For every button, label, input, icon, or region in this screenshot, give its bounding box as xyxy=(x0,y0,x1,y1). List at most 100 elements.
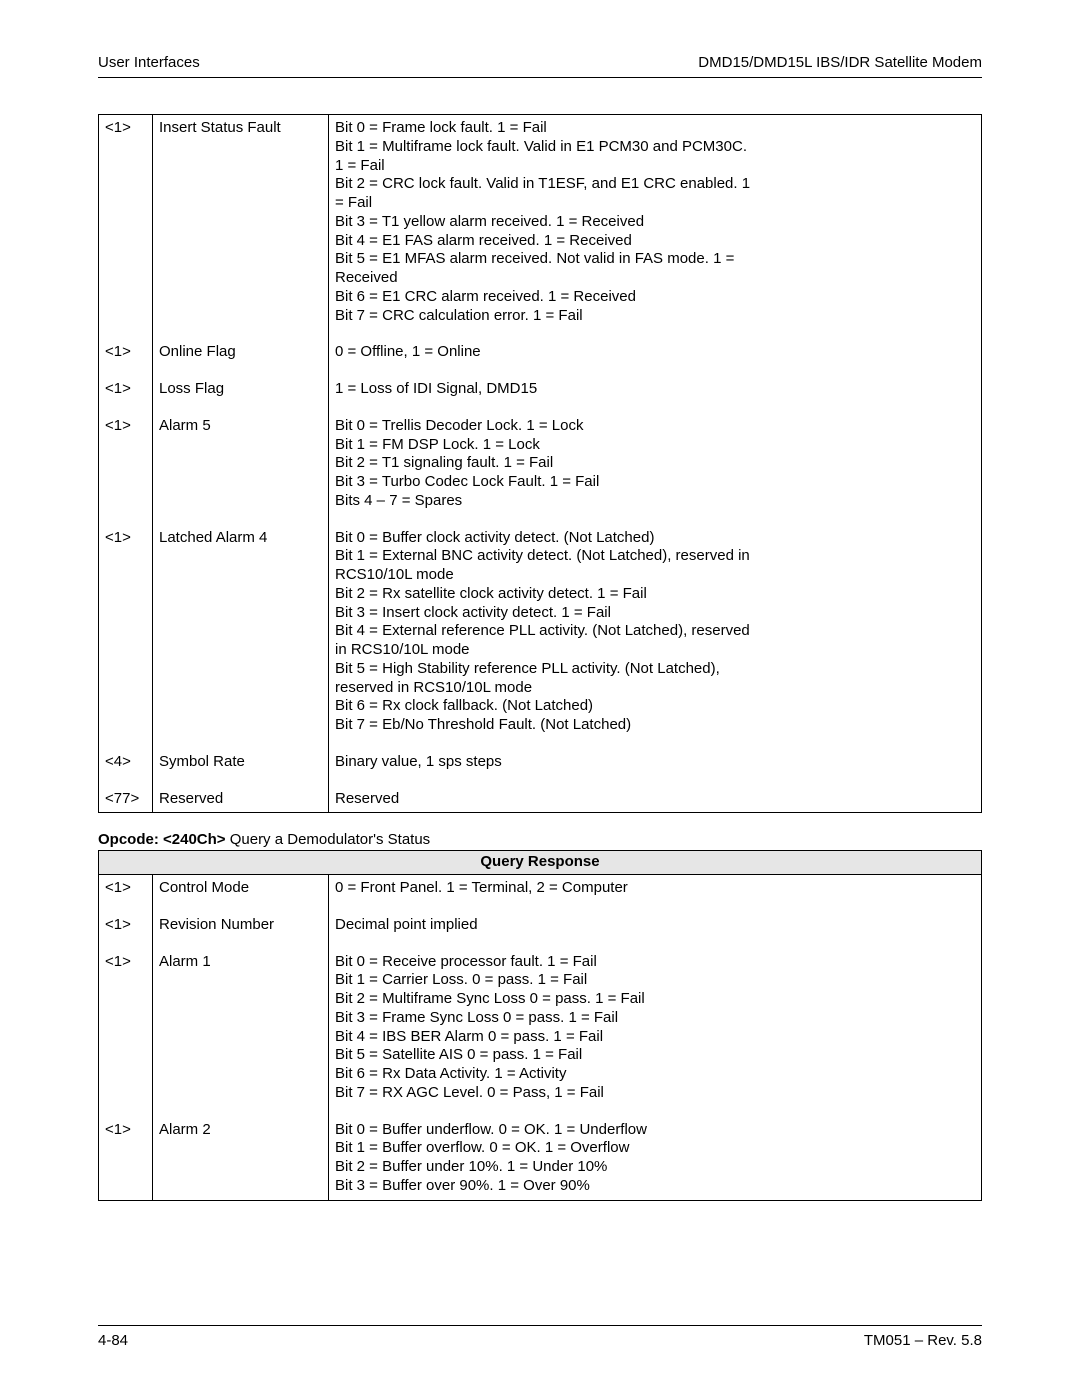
row-tag: <4> xyxy=(99,749,153,786)
row-tag: <1> xyxy=(99,875,153,912)
row-name: Loss Flag xyxy=(153,376,329,413)
desc-line: Bit 1 = External BNC activity detect. (N… xyxy=(335,547,975,566)
page-footer: 4-84 TM051 – Rev. 5.8 xyxy=(98,1325,982,1349)
desc-line: Bit 7 = CRC calculation error. 1 = Fail xyxy=(335,307,975,326)
desc-line: Bit 3 = Turbo Codec Lock Fault. 1 = Fail xyxy=(335,473,975,492)
desc-line: Bit 5 = Satellite AIS 0 = pass. 1 = Fail xyxy=(335,1046,975,1065)
row-desc: Bit 0 = Receive processor fault. 1 = Fai… xyxy=(329,949,982,1117)
desc-line: 0 = Offline, 1 = Online xyxy=(335,343,975,362)
row-name: Latched Alarm 4 xyxy=(153,525,329,749)
desc-line: RCS10/10L mode xyxy=(335,566,975,585)
desc-line: reserved in RCS10/10L mode xyxy=(335,679,975,698)
desc-line: Bit 0 = Frame lock fault. 1 = Fail xyxy=(335,119,975,138)
desc-line: Bit 2 = Rx satellite clock activity dete… xyxy=(335,585,975,604)
desc-line: Bit 0 = Trellis Decoder Lock. 1 = Lock xyxy=(335,417,975,436)
desc-line: Bit 3 = Insert clock activity detect. 1 … xyxy=(335,604,975,623)
table-row: <1>Alarm 5Bit 0 = Trellis Decoder Lock. … xyxy=(99,413,982,525)
desc-line: Bit 2 = CRC lock fault. Valid in T1ESF, … xyxy=(335,175,975,194)
row-tag: <77> xyxy=(99,786,153,813)
table-row: <77>ReservedReserved xyxy=(99,786,982,813)
desc-line: Bit 1 = FM DSP Lock. 1 = Lock xyxy=(335,436,975,455)
desc-line: Bit 4 = IBS BER Alarm 0 = pass. 1 = Fail xyxy=(335,1028,975,1047)
row-name: Symbol Rate xyxy=(153,749,329,786)
desc-line: Reserved xyxy=(335,790,975,809)
desc-line: Bit 4 = External reference PLL activity.… xyxy=(335,622,975,641)
desc-line: Bit 1 = Multiframe lock fault. Valid in … xyxy=(335,138,975,157)
desc-line: 1 = Fail xyxy=(335,157,975,176)
row-tag: <1> xyxy=(99,949,153,1117)
footer-rule xyxy=(98,1325,982,1326)
desc-line: Bit 7 = RX AGC Level. 0 = Pass, 1 = Fail xyxy=(335,1084,975,1103)
row-desc: 1 = Loss of IDI Signal, DMD15 xyxy=(329,376,982,413)
row-desc: 0 = Offline, 1 = Online xyxy=(329,339,982,376)
desc-line: in RCS10/10L mode xyxy=(335,641,975,660)
row-desc: Decimal point implied xyxy=(329,912,982,949)
desc-line: Bit 2 = Buffer under 10%. 1 = Under 10% xyxy=(335,1158,975,1177)
row-desc: Bit 0 = Buffer underflow. 0 = OK. 1 = Un… xyxy=(329,1117,982,1201)
row-tag: <1> xyxy=(99,115,153,340)
table-row: <1>Revision Number Decimal point implied xyxy=(99,912,982,949)
desc-line: Bit 2 = Multiframe Sync Loss 0 = pass. 1… xyxy=(335,990,975,1009)
table-row: <1>Loss Flag 1 = Loss of IDI Signal, DMD1… xyxy=(99,376,982,413)
desc-line: Bit 1 = Buffer overflow. 0 = OK. 1 = Ove… xyxy=(335,1139,975,1158)
desc-line: Bits 4 – 7 = Spares xyxy=(335,492,975,511)
desc-line: Bit 7 = Eb/No Threshold Fault. (Not Latc… xyxy=(335,716,975,735)
table-row: <1>Alarm 2 Bit 0 = Buffer underflow. 0 = … xyxy=(99,1117,982,1201)
row-tag: <1> xyxy=(99,1117,153,1201)
header-rule xyxy=(98,77,982,78)
desc-line: Bit 0 = Buffer clock activity detect. (N… xyxy=(335,529,975,548)
row-desc: 0 = Front Panel. 1 = Terminal, 2 = Compu… xyxy=(329,875,982,912)
row-name: Alarm 5 xyxy=(153,413,329,525)
row-name: Insert Status Fault xyxy=(153,115,329,340)
table-row: <1>Latched Alarm 4 Bit 0 = Buffer clock a… xyxy=(99,525,982,749)
row-name: Reserved xyxy=(153,786,329,813)
row-name: Alarm 2 xyxy=(153,1117,329,1201)
table-row: <1>Control Mode 0 = Front Panel. 1 = Term… xyxy=(99,875,982,912)
desc-line: Decimal point implied xyxy=(335,916,975,935)
page-header: User Interfaces DMD15/DMD15L IBS/IDR Sat… xyxy=(98,54,982,71)
desc-line: Received xyxy=(335,269,975,288)
footer-right: TM051 – Rev. 5.8 xyxy=(864,1332,982,1349)
desc-line: Bit 5 = E1 MFAS alarm received. Not vali… xyxy=(335,250,975,269)
table-row: <4>Symbol Rate Binary value, 1 sps steps xyxy=(99,749,982,786)
header-right: DMD15/DMD15L IBS/IDR Satellite Modem xyxy=(698,54,982,71)
desc-line: Bit 0 = Buffer underflow. 0 = OK. 1 = Un… xyxy=(335,1121,975,1140)
row-name: Revision Number xyxy=(153,912,329,949)
desc-line: 1 = Loss of IDI Signal, DMD15 xyxy=(335,380,975,399)
row-desc: Reserved xyxy=(329,786,982,813)
desc-line: Bit 4 = E1 FAS alarm received. 1 = Recei… xyxy=(335,232,975,251)
opcode-bold: Opcode: <240Ch> xyxy=(98,831,226,848)
row-desc: Bit 0 = Frame lock fault. 1 = FailBit 1 … xyxy=(329,115,982,340)
desc-line: 0 = Front Panel. 1 = Terminal, 2 = Compu… xyxy=(335,879,975,898)
table-row: <1>Online Flag0 = Offline, 1 = Online xyxy=(99,339,982,376)
desc-line: Bit 1 = Carrier Loss. 0 = pass. 1 = Fail xyxy=(335,971,975,990)
row-tag: <1> xyxy=(99,339,153,376)
table-row: <1>Alarm 1 Bit 0 = Receive processor faul… xyxy=(99,949,982,1117)
row-name: Control Mode xyxy=(153,875,329,912)
desc-line: Bit 3 = T1 yellow alarm received. 1 = Re… xyxy=(335,213,975,232)
spec-table-1: <1>Insert Status FaultBit 0 = Frame lock… xyxy=(98,114,982,813)
header-left: User Interfaces xyxy=(98,54,200,71)
row-tag: <1> xyxy=(99,525,153,749)
desc-line: Bit 6 = Rx clock fallback. (Not Latched) xyxy=(335,697,975,716)
desc-line: = Fail xyxy=(335,194,975,213)
row-desc: Bit 0 = Trellis Decoder Lock. 1 = LockBi… xyxy=(329,413,982,525)
opcode-rest: Query a Demodulator's Status xyxy=(226,831,431,848)
spec-table-2: Query Response <1>Control Mode0 = Front … xyxy=(98,850,982,1200)
desc-line: Bit 6 = Rx Data Activity. 1 = Activity xyxy=(335,1065,975,1084)
page: User Interfaces DMD15/DMD15L IBS/IDR Sat… xyxy=(0,0,1080,1397)
desc-line: Bit 3 = Frame Sync Loss 0 = pass. 1 = Fa… xyxy=(335,1009,975,1028)
row-tag: <1> xyxy=(99,912,153,949)
row-tag: <1> xyxy=(99,376,153,413)
opcode-line: Opcode: <240Ch> Query a Demodulator's St… xyxy=(98,831,982,848)
desc-line: Bit 5 = High Stability reference PLL act… xyxy=(335,660,975,679)
desc-line: Binary value, 1 sps steps xyxy=(335,753,975,772)
table2-header: Query Response xyxy=(99,851,982,875)
desc-line: Bit 0 = Receive processor fault. 1 = Fai… xyxy=(335,953,975,972)
desc-line: Bit 3 = Buffer over 90%. 1 = Over 90% xyxy=(335,1177,975,1196)
table-row: <1>Insert Status FaultBit 0 = Frame lock… xyxy=(99,115,982,340)
row-name: Alarm 1 xyxy=(153,949,329,1117)
footer-left: 4-84 xyxy=(98,1332,128,1349)
row-tag: <1> xyxy=(99,413,153,525)
desc-line: Bit 2 = T1 signaling fault. 1 = Fail xyxy=(335,454,975,473)
